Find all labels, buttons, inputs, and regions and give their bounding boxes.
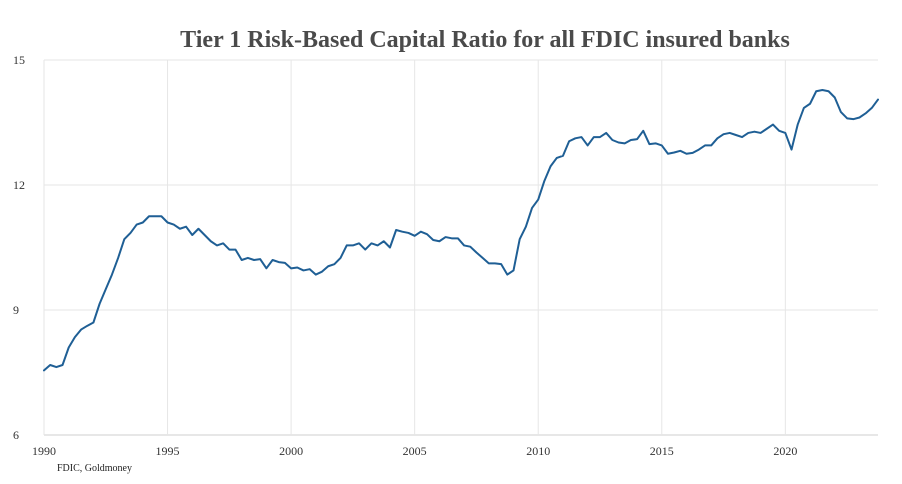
source-note: FDIC, Goldmoney	[57, 463, 132, 474]
x-tick-label: 2000	[279, 444, 303, 458]
x-tick-label: 1990	[32, 444, 56, 458]
gridlines	[43, 59, 878, 436]
y-tick-label: 6	[13, 428, 19, 442]
series-line	[43, 89, 879, 372]
x-tick-label: 1995	[156, 444, 180, 458]
y-tick-label: 9	[13, 303, 19, 317]
x-tick-label: 2020	[773, 444, 797, 458]
chart-title: Tier 1 Risk-Based Capital Ratio for all …	[180, 27, 790, 53]
y-tick-label: 15	[13, 53, 25, 67]
x-tick-label: 2010	[526, 444, 550, 458]
x-tick-label: 2015	[650, 444, 674, 458]
tick-labels: 6 9 12 15 1990 1995 2000 2005 2010 2015 2020	[13, 53, 797, 458]
x-tick-label: 2005	[403, 444, 427, 458]
y-tick-label: 12	[13, 178, 25, 192]
